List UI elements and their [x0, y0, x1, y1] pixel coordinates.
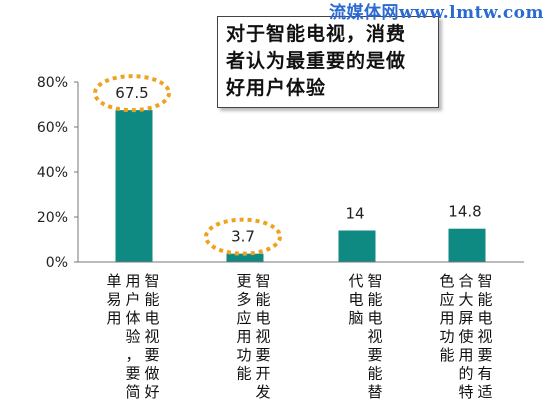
category-label-char: 更: [236, 272, 251, 290]
highlight-ellipse: [204, 217, 282, 256]
category-label-char: 脑: [348, 309, 363, 327]
category-label-char: 用: [125, 272, 140, 290]
category-label-char: 功: [439, 328, 454, 346]
category-label-char: 能: [477, 291, 492, 309]
data-labels-group: 67.5 3.7 14 14.8: [93, 74, 482, 256]
category-label-char: 智: [367, 272, 382, 290]
category-label-char: 多: [236, 291, 251, 309]
category-label-char: 电: [348, 291, 363, 309]
category-label-char: 用: [439, 309, 454, 327]
category-label-char: 易: [106, 291, 121, 309]
y-tick-label: 40%: [37, 165, 68, 181]
category-label-char: 要: [477, 346, 492, 364]
category-label-char: 合: [458, 272, 473, 290]
category-label-char: 能: [367, 365, 382, 383]
bar: [115, 110, 153, 262]
data-label: 3.7: [231, 228, 255, 246]
category-label-char: 能: [367, 291, 382, 309]
category-label-char: 能: [255, 291, 270, 309]
callout-box: 对于智能电视，消费 者认为最重要的是做 好用户体验: [217, 16, 439, 108]
category-label-char: 能: [236, 365, 251, 383]
y-tick-label: 80%: [37, 75, 68, 91]
category-label-char: 做: [144, 365, 159, 383]
category-label-char: 智: [477, 272, 492, 290]
category-label-char: 电: [144, 309, 159, 327]
callout-line-1: 对于智能电视，消费: [226, 23, 407, 45]
category-label-char: 应: [439, 291, 454, 309]
category-labels-group: 智能电视要做好用户体验，要简单易用智能电视要开发更多应用功能智能电视要能替代电脑…: [106, 272, 492, 401]
category-label-char: 能: [439, 346, 454, 364]
category-label-char: 色: [439, 272, 454, 290]
category-label-char: 电: [477, 309, 492, 327]
data-label: 14.8: [448, 203, 481, 221]
category-label-char: 视: [144, 328, 159, 346]
category-label-char: 视: [477, 328, 492, 346]
category-label-char: 发: [255, 383, 270, 401]
category-label-char: 要: [367, 346, 382, 364]
category-label-char: 屏: [458, 309, 473, 327]
category-label-char: 电: [367, 309, 382, 327]
category-label-char: 功: [236, 346, 251, 364]
category-label-char: 智: [255, 272, 270, 290]
category-label-char: 用: [458, 346, 473, 364]
category-label-char: 使: [458, 328, 473, 346]
category-label-char: 单: [106, 272, 121, 290]
y-axis: 0% 20% 40% 60% 80%: [37, 75, 79, 271]
category-label-char: 要: [255, 346, 270, 364]
bar: [338, 230, 376, 262]
category-label-char: 好: [144, 383, 159, 401]
category-label-char: 要: [125, 365, 140, 383]
y-tick-label: 0%: [46, 255, 68, 271]
category-label-char: 用: [106, 309, 121, 327]
category-label-char: ，: [125, 346, 140, 364]
category-label-char: 应: [236, 309, 251, 327]
category-label-char: 视: [255, 328, 270, 346]
callout-line-2: 者认为最重要的是做: [226, 50, 407, 72]
category-label-char: 简: [125, 383, 140, 401]
bars-group: [115, 110, 486, 262]
category-label-char: 视: [367, 328, 382, 346]
watermark: 流媒体网www.lmtw.com: [329, 3, 544, 23]
category-label-char: 用: [236, 328, 251, 346]
y-tick-label: 20%: [37, 210, 68, 226]
y-tick-label: 60%: [37, 120, 68, 136]
category-label-char: 代: [348, 272, 363, 290]
data-label: 67.5: [115, 84, 148, 102]
category-label-char: 智: [144, 272, 159, 290]
data-label: 14: [345, 205, 364, 223]
category-label-char: 要: [144, 346, 159, 364]
bar: [448, 228, 486, 262]
highlight-ellipse: [93, 74, 171, 113]
category-label-char: 电: [255, 309, 270, 327]
category-label-char: 户: [125, 291, 140, 309]
bar: [226, 253, 264, 262]
category-label-char: 替: [367, 383, 382, 401]
category-label-char: 的: [458, 365, 473, 383]
category-label-char: 有: [477, 365, 492, 383]
category-label-char: 特: [458, 383, 473, 401]
category-label-char: 大: [458, 291, 473, 309]
category-label-char: 验: [125, 328, 140, 346]
callout-line-3: 好用户体验: [226, 77, 327, 99]
category-label-char: 开: [255, 365, 270, 383]
category-label-char: 体: [125, 309, 140, 327]
category-label-char: 能: [144, 291, 159, 309]
category-label-char: 适: [477, 383, 492, 401]
